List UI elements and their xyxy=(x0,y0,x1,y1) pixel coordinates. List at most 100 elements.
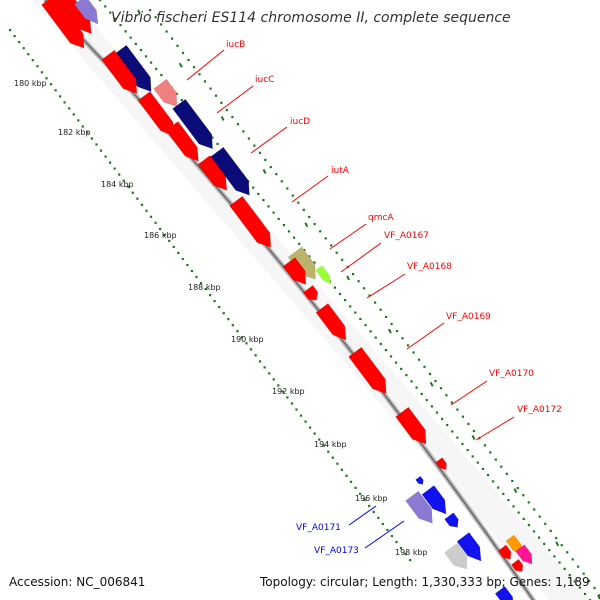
gc-dot xyxy=(72,113,75,116)
tick-label: 182 kbp xyxy=(58,128,91,137)
gc-dot xyxy=(319,230,322,233)
gc-dot xyxy=(538,515,541,518)
gene-arrow[interactable] xyxy=(315,265,332,285)
gc-dot xyxy=(471,455,474,458)
gc-dot xyxy=(114,17,117,20)
gc-dot xyxy=(395,361,398,364)
gc-dot xyxy=(451,430,454,433)
gene-label[interactable]: VF_A0168 xyxy=(407,262,452,272)
gc-dot xyxy=(257,192,260,195)
gc-dot xyxy=(543,542,546,545)
gc-dot xyxy=(390,534,393,538)
gc-dot xyxy=(154,16,157,19)
gc-dot xyxy=(18,41,21,44)
gc-dot xyxy=(291,194,294,197)
gc-tick xyxy=(388,328,392,334)
accession-text: Accession: NC_006841 xyxy=(9,575,145,589)
gene-arrow[interactable] xyxy=(137,91,175,137)
gc-dot xyxy=(134,42,137,45)
tick-label: 190 kbp xyxy=(231,335,264,344)
gc-dot xyxy=(176,44,179,47)
gc-dot xyxy=(500,465,503,468)
gene-label[interactable]: VF_A0170 xyxy=(489,369,534,379)
gc-dot xyxy=(415,386,418,389)
gene-arrow[interactable] xyxy=(348,346,387,394)
gene-arrow[interactable] xyxy=(421,485,447,515)
gc-dot xyxy=(129,36,132,39)
gc-dot xyxy=(308,255,311,258)
gene-arrow[interactable] xyxy=(456,532,482,562)
gene-arrow[interactable] xyxy=(435,457,447,470)
gc-dot xyxy=(119,24,122,27)
gene-arrow[interactable] xyxy=(172,98,213,150)
gene-label[interactable]: VF_A0173 xyxy=(314,546,359,556)
gene-arrow[interactable] xyxy=(229,195,272,248)
gene-arrow[interactable] xyxy=(287,246,316,280)
gene-arrow[interactable] xyxy=(302,285,319,301)
gene-label[interactable]: qmcA xyxy=(368,213,394,223)
gc-dot xyxy=(492,480,495,483)
gc-dot xyxy=(400,367,403,370)
gc-dot xyxy=(445,394,448,397)
gc-dot xyxy=(497,486,500,489)
gc-dot xyxy=(155,67,158,70)
gc-dot xyxy=(566,551,569,554)
gene-label[interactable]: iucD xyxy=(290,117,310,127)
gene-label[interactable]: VF_A0171 xyxy=(296,523,341,533)
gene-arrow[interactable] xyxy=(153,78,178,107)
gene-arrow[interactable] xyxy=(315,303,347,341)
gc-dot xyxy=(410,380,413,383)
gene-arrow[interactable] xyxy=(41,0,85,49)
gene-arrow[interactable] xyxy=(165,121,199,162)
gene-arrow[interactable] xyxy=(494,586,514,600)
tick-label: 194 kbp xyxy=(314,440,347,449)
gc-dot xyxy=(95,143,98,146)
gc-dot xyxy=(204,288,207,291)
gene-arrow[interactable] xyxy=(444,542,468,570)
gene-label[interactable]: VF_A0169 xyxy=(446,312,491,322)
leader-line xyxy=(364,520,405,549)
gc-dot xyxy=(582,572,585,575)
gc-dot xyxy=(298,242,301,245)
gc-dot xyxy=(160,23,163,26)
gc-dot xyxy=(354,311,357,314)
gc-dot xyxy=(494,458,497,461)
gene-label[interactable]: VF_A0167 xyxy=(384,231,429,241)
gc-dot xyxy=(573,580,576,583)
gc-dot xyxy=(240,336,243,339)
gene-arrow[interactable] xyxy=(511,558,524,572)
gc-dot xyxy=(409,559,412,562)
gene-label[interactable]: iucC xyxy=(255,75,274,85)
gc-dot xyxy=(527,524,530,527)
gene-label[interactable]: iutA xyxy=(331,166,350,176)
gc-dot xyxy=(203,80,207,83)
gc-dot xyxy=(90,137,93,140)
gene-arrow[interactable] xyxy=(197,155,228,191)
gene-arrow[interactable] xyxy=(444,512,459,528)
gc-dot xyxy=(511,479,514,483)
gc-dot xyxy=(281,390,284,393)
gene-label[interactable]: iucB xyxy=(226,40,245,50)
gc-dot xyxy=(577,565,580,568)
gc-dot xyxy=(560,544,563,547)
gene-arrow[interactable] xyxy=(515,544,533,565)
gene-arrow[interactable] xyxy=(210,146,250,196)
gene-arrow[interactable] xyxy=(415,475,424,485)
gc-dot xyxy=(149,9,152,12)
gc-dot xyxy=(308,215,311,219)
gene-arrow[interactable] xyxy=(405,490,433,524)
gc-dot xyxy=(368,294,371,297)
gc-dot xyxy=(507,499,510,502)
gc-dot xyxy=(13,35,16,38)
gene-label[interactable]: VF_A0172 xyxy=(517,405,562,415)
gc-dot xyxy=(578,586,581,589)
gc-dot xyxy=(245,342,248,345)
gene-arrow[interactable] xyxy=(497,544,512,560)
gc-dot xyxy=(553,555,556,558)
gene-arrow[interactable] xyxy=(101,49,138,94)
gc-dot xyxy=(213,300,216,303)
gene-arrow[interactable] xyxy=(74,0,99,25)
summary-text: Topology: circular; Length: 1,330,333 bp… xyxy=(259,575,590,589)
gene-arrow[interactable] xyxy=(282,257,307,285)
gene-arrow[interactable] xyxy=(395,406,427,445)
